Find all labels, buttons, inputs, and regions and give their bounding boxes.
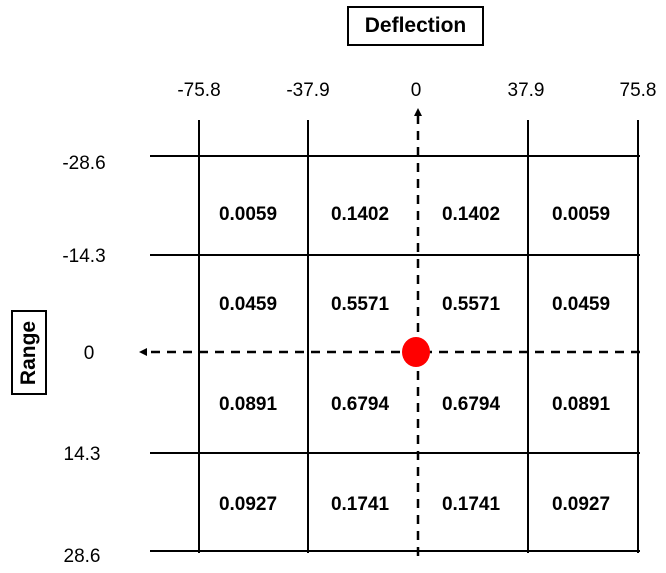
cell-r3-c1: 0.0891	[219, 394, 278, 415]
range-axis-title: Range	[11, 310, 47, 395]
cell-r3-c3: 0.6794	[442, 394, 501, 415]
cell-r2-c1: 0.0459	[219, 294, 277, 315]
cell-r2-c4: 0.0459	[552, 294, 610, 315]
deflection-axis-title: Deflection	[347, 6, 484, 46]
range-tick-1: -28.6	[62, 153, 105, 174]
origin-marker	[402, 337, 430, 367]
deflection-tick-2: -37.9	[286, 80, 329, 101]
range-tick-2: -14.3	[62, 246, 105, 267]
cell-r2-c2: 0.5571	[331, 294, 390, 315]
deflection-tick-5: 75.8	[620, 80, 657, 101]
cell-r4-c2: 0.1741	[331, 494, 390, 515]
cell-r4-c3: 0.1741	[442, 494, 501, 515]
cell-r1-c4: 0.0059	[552, 204, 610, 225]
cell-r4-c4: 0.0927	[552, 494, 610, 515]
range-tick-3: 0	[84, 343, 95, 364]
cell-r4-c1: 0.0927	[219, 494, 277, 515]
cell-r1-c3: 0.1402	[442, 204, 500, 225]
cell-r3-c2: 0.6794	[331, 394, 390, 415]
deflection-tick-1: -75.8	[177, 80, 220, 101]
range-tick-5: 28.6	[64, 546, 101, 567]
cell-r2-c3: 0.5571	[442, 294, 501, 315]
deflection-tick-3: 0	[411, 80, 422, 101]
deflection-tick-4: 37.9	[508, 80, 545, 101]
cell-r1-c1: 0.0059	[219, 204, 277, 225]
range-tick-4: 14.3	[64, 444, 101, 465]
cell-r1-c2: 0.1402	[331, 204, 389, 225]
cell-r3-c4: 0.0891	[552, 394, 611, 415]
deflection-label: Deflection	[364, 14, 467, 37]
